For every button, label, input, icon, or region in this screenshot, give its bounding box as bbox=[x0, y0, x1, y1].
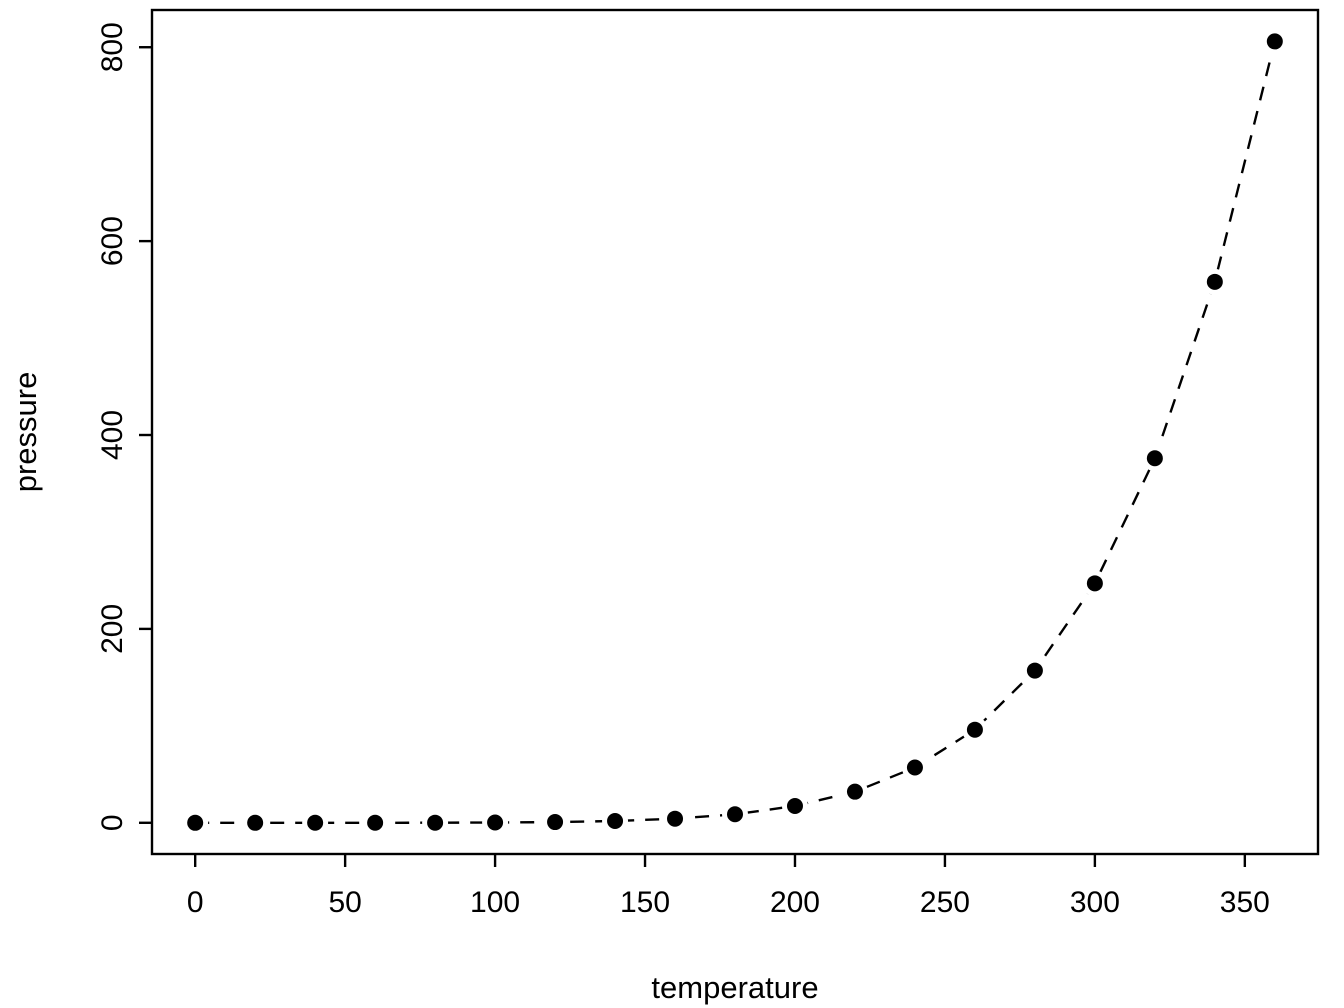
x-tick-label: 0 bbox=[187, 886, 204, 919]
data-point bbox=[786, 798, 803, 815]
x-tick-label: 250 bbox=[920, 886, 970, 919]
y-tick-label: 200 bbox=[96, 604, 129, 654]
x-tick-label: 50 bbox=[328, 886, 361, 919]
x-axis: 0 50 100 150 200 250 300 350 bbox=[187, 854, 1270, 919]
x-tick-label: 150 bbox=[620, 886, 670, 919]
plot-border bbox=[150, 8, 1320, 856]
data-point bbox=[1026, 662, 1043, 679]
x-tick-label: 300 bbox=[1070, 886, 1120, 919]
y-axis: 0 200 400 600 800 bbox=[96, 22, 152, 831]
data-point bbox=[247, 814, 264, 831]
y-axis-title: pressure bbox=[8, 372, 43, 493]
data-point bbox=[966, 721, 983, 738]
y-tick-label: 800 bbox=[96, 22, 129, 72]
data-point bbox=[846, 783, 863, 800]
data-point bbox=[547, 814, 564, 831]
data-point bbox=[1146, 450, 1163, 467]
y-tick-label: 400 bbox=[96, 410, 129, 460]
y-tick-label: 0 bbox=[96, 814, 129, 831]
data-point bbox=[187, 814, 204, 831]
x-tick-label: 350 bbox=[1220, 886, 1270, 919]
x-axis-title: temperature bbox=[651, 970, 818, 1005]
data-point bbox=[1206, 273, 1223, 290]
data-point bbox=[487, 814, 504, 831]
data-point bbox=[906, 759, 923, 776]
x-tick-label: 100 bbox=[470, 886, 520, 919]
data-point bbox=[607, 812, 624, 829]
data-series-line bbox=[195, 41, 1276, 824]
data-point bbox=[667, 810, 684, 827]
data-point bbox=[727, 806, 743, 823]
data-series-points bbox=[182, 28, 1288, 836]
data-point bbox=[427, 814, 444, 831]
data-point bbox=[367, 814, 384, 831]
data-point bbox=[307, 814, 324, 831]
data-point bbox=[1086, 575, 1103, 592]
data-point bbox=[1266, 33, 1283, 50]
y-tick-label: 600 bbox=[96, 216, 129, 266]
x-tick-label: 200 bbox=[770, 886, 820, 919]
